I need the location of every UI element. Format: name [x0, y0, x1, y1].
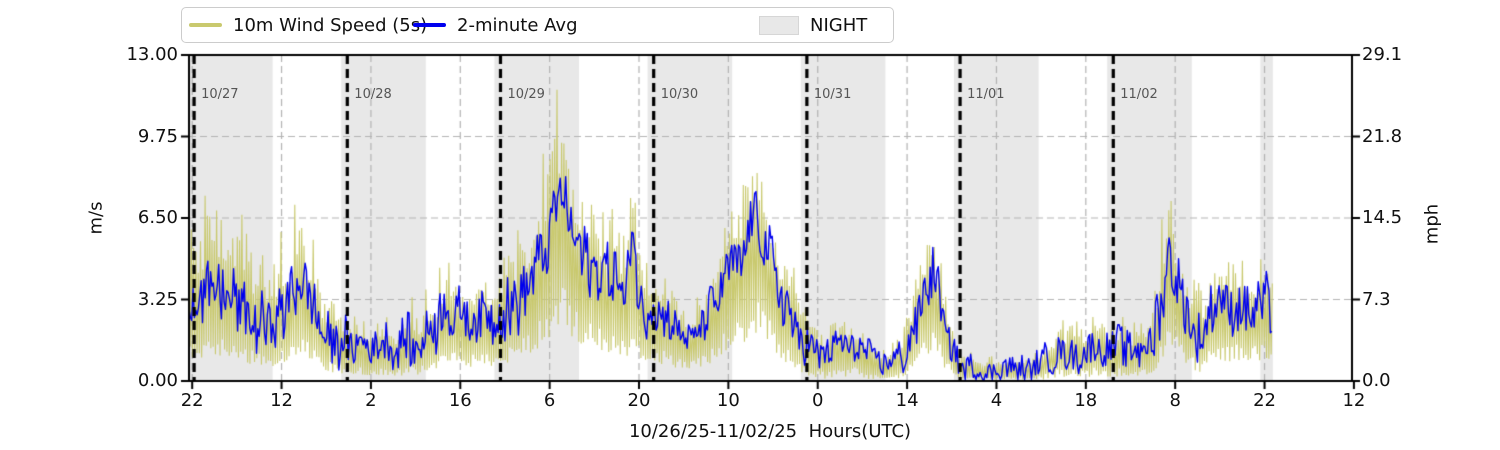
y-tick-label-mph: 7.3: [1362, 288, 1391, 310]
legend-item-2min-avg: 2-minute Avg: [413, 8, 578, 42]
x-tick-label: 12: [270, 390, 293, 411]
y-tick-label-mph: 0.0: [1362, 370, 1391, 391]
x-tick-label: 8: [1169, 390, 1181, 411]
y-tick-label-ms: 13.00: [126, 44, 178, 65]
night-patch-swatch: [759, 15, 799, 35]
y-axis-label-left: m/s: [85, 201, 107, 235]
day-date-label: 10/28: [354, 87, 392, 102]
x-tick-label: 14: [895, 390, 919, 411]
day-date-label: 11/01: [967, 87, 1005, 102]
y-tick-label-mph: 29.1: [1362, 44, 1403, 65]
day-date-label: 10/30: [660, 87, 699, 102]
day-date-label: 10/29: [507, 87, 545, 102]
wind-speed-line-swatch: [189, 23, 222, 27]
y-tick-label-ms: 9.75: [137, 125, 178, 147]
day-date-label: 11/02: [1120, 87, 1158, 102]
y-axis-label-right: mph: [1421, 203, 1443, 245]
day-date-label: 10/31: [813, 87, 852, 102]
x-axis-label: 10/26/25-11/02/25 Hours(UTC): [628, 421, 912, 442]
y-tick-label-ms: 6.50: [137, 207, 178, 228]
legend-label-2min-avg: 2-minute Avg: [457, 14, 578, 36]
legend-label-night: NIGHT: [810, 14, 868, 36]
x-tick-label: 20: [627, 390, 651, 411]
x-tick-label: 2: [365, 390, 377, 411]
x-tick-label: 12: [1342, 390, 1366, 411]
day-date-label: 10/27: [201, 87, 239, 102]
x-tick-label: 16: [448, 390, 472, 411]
legend-label-wind-speed: 10m Wind Speed (5s): [233, 14, 428, 36]
x-tick-label: 6: [543, 390, 556, 411]
x-tick-label: 0: [812, 390, 824, 411]
x-tick-label: 22: [180, 390, 204, 411]
legend: 10m Wind Speed (5s) 2-minute Avg NIGHT: [181, 7, 894, 43]
y-tick-label-ms: 0.00: [137, 370, 178, 391]
x-tick-label: 18: [1074, 390, 1098, 411]
y-tick-label-ms: 3.25: [137, 288, 178, 310]
y-tick-label-mph: 14.5: [1362, 207, 1403, 228]
y-tick-label-mph: 21.8: [1362, 125, 1403, 147]
x-tick-label: 4: [990, 390, 1003, 411]
legend-item-night: NIGHT: [759, 8, 867, 42]
legend-item-wind-speed: 10m Wind Speed (5s): [189, 8, 427, 42]
avg-line-swatch: [413, 23, 446, 27]
x-tick-label: 22: [1253, 390, 1276, 411]
x-tick-label: 10: [716, 390, 740, 411]
